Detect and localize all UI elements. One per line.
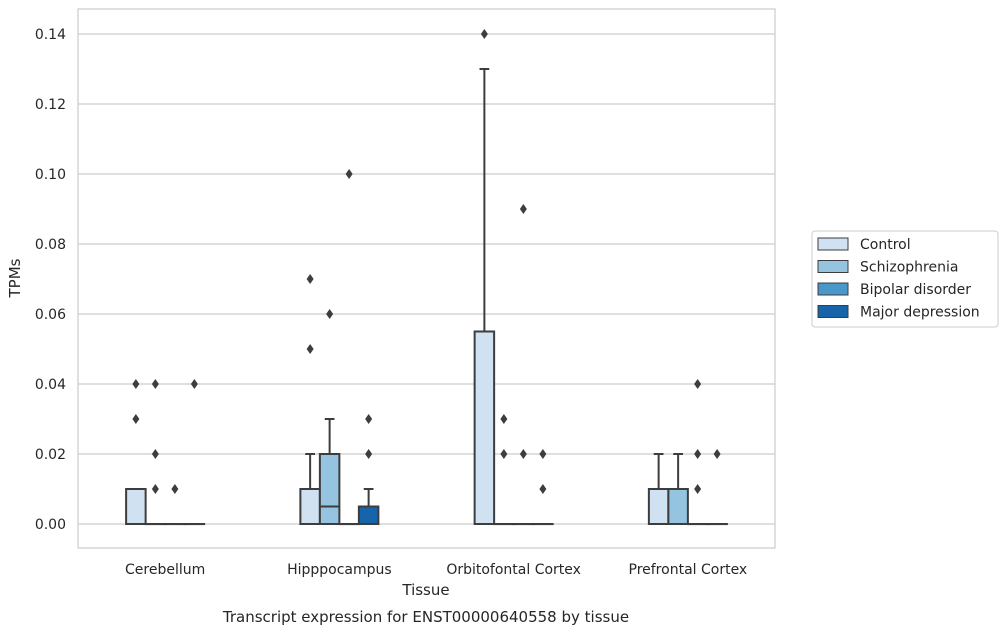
- outlier-point: [132, 379, 140, 389]
- outlier-point: [190, 379, 198, 389]
- outlier-point: [151, 484, 159, 494]
- x-tick-label: Hipppocampus: [287, 562, 392, 578]
- x-axis-label: Tissue: [401, 581, 449, 599]
- legend-swatch: [817, 305, 849, 318]
- box-bipolar-disorder: [338, 169, 360, 526]
- y-tick-label: 0.02: [35, 447, 66, 463]
- box-control: [473, 29, 496, 525]
- box-major-depression: [706, 449, 728, 526]
- box-control: [647, 453, 670, 525]
- y-axis-ticks: 0.00 0.02 0.04 0.06 0.08 0.10 0.12 0.14: [35, 27, 66, 533]
- legend-label: Major depression: [860, 305, 980, 321]
- outlier-point: [694, 484, 702, 494]
- outlier-point: [345, 169, 353, 179]
- y-axis-label: TPMs: [6, 258, 24, 298]
- legend-swatch: [817, 260, 849, 273]
- outlier-point: [694, 449, 702, 459]
- box-bipolar-disorder: [164, 484, 186, 526]
- outlier-point: [713, 449, 721, 459]
- outlier-point: [306, 344, 314, 354]
- y-tick-label: 0.04: [35, 377, 66, 393]
- outlier-point: [326, 309, 334, 319]
- plot-frame: [77, 8, 776, 549]
- x-tick-label: Cerebellum: [125, 562, 205, 578]
- y-tick-label: 0.10: [35, 167, 66, 183]
- outlier-point: [365, 449, 373, 459]
- box-schizophrenia: [144, 379, 167, 526]
- box-schizophrenia: [493, 414, 515, 526]
- box-major-depression: [183, 379, 206, 526]
- outlier-point: [151, 449, 159, 459]
- box-body: [299, 488, 321, 525]
- box-body: [357, 505, 380, 525]
- chart-title: Transcript expression for ENST0000064055…: [222, 608, 629, 626]
- x-tick-label: Orbitofontal Cortex: [446, 562, 581, 578]
- legend-swatch: [817, 237, 849, 251]
- outlier-point: [519, 204, 527, 214]
- box-major-depression: [532, 449, 554, 526]
- outlier-point: [519, 449, 527, 459]
- legend-swatch: [817, 282, 849, 296]
- outlier-point: [694, 379, 702, 389]
- box-control: [125, 379, 147, 525]
- x-tick-label: Prefrontal Cortex: [629, 562, 748, 578]
- box-schizophrenia: [667, 453, 689, 525]
- gridlines: [78, 33, 775, 525]
- outlier-point: [132, 414, 140, 424]
- box-major-depression: [357, 414, 380, 525]
- box-bipolar-disorder: [512, 204, 535, 526]
- outlier-point: [306, 274, 314, 284]
- box-schizophrenia: [318, 309, 341, 525]
- y-tick-label: 0.12: [35, 97, 66, 113]
- x-axis-ticks: Cerebellum Hipppocampus Orbitofontal Corte…: [125, 562, 747, 578]
- outlier-point: [539, 484, 547, 494]
- legend-label: Bipolar disorder: [860, 282, 971, 298]
- box-body: [647, 488, 670, 525]
- y-tick-label: 0.06: [35, 307, 66, 323]
- box-bipolar-disorder: [686, 379, 709, 526]
- outlier-point: [365, 414, 373, 424]
- outlier-point: [151, 379, 159, 389]
- outlier-point: [500, 449, 508, 459]
- legend-label: Schizophrenia: [860, 260, 958, 276]
- box-body: [318, 453, 341, 525]
- box-body: [667, 488, 689, 525]
- box-body: [473, 330, 496, 525]
- outlier-point: [480, 29, 488, 39]
- legend-label: Control: [860, 237, 911, 253]
- y-tick-label: 0.00: [35, 517, 66, 533]
- legend: Control Schizophrenia Bipolar disorder Majo…: [811, 230, 999, 328]
- boxes: [125, 29, 728, 526]
- y-tick-label: 0.08: [35, 237, 66, 253]
- legend-frame: [811, 230, 999, 328]
- box-body: [125, 488, 147, 525]
- box-control: [299, 274, 321, 525]
- y-tick-label: 0.14: [35, 27, 66, 43]
- outlier-point: [539, 449, 547, 459]
- outlier-point: [171, 484, 179, 494]
- outlier-point: [500, 414, 508, 424]
